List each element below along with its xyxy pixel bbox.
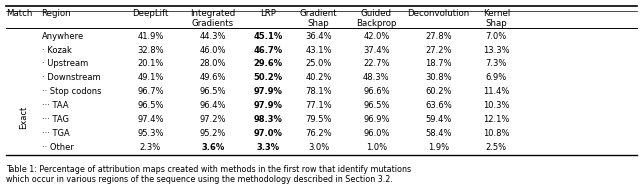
Text: ·· Stop codons: ·· Stop codons: [42, 87, 101, 96]
Text: 96.7%: 96.7%: [137, 87, 164, 96]
Text: 98.3%: 98.3%: [253, 115, 283, 124]
Text: 79.5%: 79.5%: [305, 115, 332, 124]
Text: 30.8%: 30.8%: [426, 73, 452, 82]
Text: DeepLift: DeepLift: [132, 9, 168, 18]
Text: ··· TAG: ··· TAG: [42, 115, 68, 124]
Text: 43.1%: 43.1%: [305, 45, 332, 54]
Text: 49.6%: 49.6%: [200, 73, 226, 82]
Text: 59.4%: 59.4%: [426, 115, 452, 124]
Text: Match: Match: [6, 9, 33, 18]
Text: 96.5%: 96.5%: [363, 101, 390, 110]
Text: · Kozak: · Kozak: [42, 45, 72, 54]
Text: ··· TAA: ··· TAA: [42, 101, 68, 110]
Text: 40.2%: 40.2%: [305, 73, 332, 82]
Text: 20.1%: 20.1%: [137, 59, 164, 68]
Text: 28.0%: 28.0%: [200, 59, 226, 68]
Text: 3.6%: 3.6%: [201, 143, 225, 152]
Text: 95.3%: 95.3%: [137, 129, 164, 138]
Text: 97.4%: 97.4%: [137, 115, 164, 124]
Text: 46.0%: 46.0%: [200, 45, 226, 54]
Text: 63.6%: 63.6%: [426, 101, 452, 110]
Text: ·· Other: ·· Other: [42, 143, 74, 152]
Text: 96.0%: 96.0%: [363, 129, 390, 138]
Text: 7.3%: 7.3%: [486, 59, 507, 68]
Text: 10.3%: 10.3%: [483, 101, 509, 110]
Text: 13.3%: 13.3%: [483, 45, 509, 54]
Text: Guided
Backprop: Guided Backprop: [356, 9, 397, 28]
Text: Integrated
Gradients: Integrated Gradients: [190, 9, 236, 28]
Text: 97.9%: 97.9%: [253, 87, 283, 96]
Text: 44.3%: 44.3%: [200, 32, 226, 40]
Text: Table 1: Percentage of attribution maps created with methods in the first row th: Table 1: Percentage of attribution maps …: [6, 165, 412, 184]
Text: 37.4%: 37.4%: [363, 45, 390, 54]
Text: 78.1%: 78.1%: [305, 87, 332, 96]
Text: 1.0%: 1.0%: [365, 143, 387, 152]
Text: 48.3%: 48.3%: [363, 73, 390, 82]
Text: ··· TGA: ··· TGA: [42, 129, 69, 138]
Text: 96.9%: 96.9%: [363, 115, 390, 124]
Text: 27.2%: 27.2%: [426, 45, 452, 54]
Text: 97.9%: 97.9%: [253, 101, 283, 110]
Text: 58.4%: 58.4%: [426, 129, 452, 138]
Text: 2.3%: 2.3%: [140, 143, 161, 152]
Text: 96.5%: 96.5%: [200, 87, 226, 96]
Text: LRP: LRP: [260, 9, 276, 18]
Text: 6.9%: 6.9%: [486, 73, 507, 82]
Text: 7.0%: 7.0%: [486, 32, 507, 40]
Text: 3.0%: 3.0%: [308, 143, 330, 152]
Text: 12.1%: 12.1%: [483, 115, 509, 124]
Text: Kernel
Shap: Kernel Shap: [483, 9, 510, 28]
Text: 25.0%: 25.0%: [305, 59, 332, 68]
Text: 95.2%: 95.2%: [200, 129, 226, 138]
Text: 60.2%: 60.2%: [426, 87, 452, 96]
Text: 27.8%: 27.8%: [426, 32, 452, 40]
Text: Deconvolution: Deconvolution: [408, 9, 470, 18]
Text: 3.3%: 3.3%: [257, 143, 280, 152]
Text: Anywhere: Anywhere: [42, 32, 84, 40]
Text: Exact: Exact: [19, 105, 29, 129]
Text: 42.0%: 42.0%: [363, 32, 390, 40]
Text: 49.1%: 49.1%: [137, 73, 164, 82]
Text: 36.4%: 36.4%: [305, 32, 332, 40]
Text: 96.4%: 96.4%: [200, 101, 226, 110]
Text: · Upstream: · Upstream: [42, 59, 88, 68]
Text: 41.9%: 41.9%: [137, 32, 164, 40]
Text: 50.2%: 50.2%: [253, 73, 283, 82]
Text: 11.4%: 11.4%: [483, 87, 509, 96]
Text: 32.8%: 32.8%: [137, 45, 164, 54]
Text: 22.7%: 22.7%: [363, 59, 390, 68]
Text: 18.7%: 18.7%: [426, 59, 452, 68]
Text: Region: Region: [42, 9, 71, 18]
Text: 46.7%: 46.7%: [253, 45, 283, 54]
Text: 29.6%: 29.6%: [253, 59, 283, 68]
Text: 97.2%: 97.2%: [200, 115, 226, 124]
Text: Gradient
Shap: Gradient Shap: [300, 9, 337, 28]
Text: · Downstream: · Downstream: [42, 73, 100, 82]
Text: 45.1%: 45.1%: [253, 32, 283, 40]
Text: 2.5%: 2.5%: [486, 143, 507, 152]
Text: 96.6%: 96.6%: [363, 87, 390, 96]
Text: 97.0%: 97.0%: [253, 129, 283, 138]
Text: 96.5%: 96.5%: [137, 101, 164, 110]
Text: 1.9%: 1.9%: [428, 143, 449, 152]
Text: 76.2%: 76.2%: [305, 129, 332, 138]
Text: 77.1%: 77.1%: [305, 101, 332, 110]
Text: 10.8%: 10.8%: [483, 129, 509, 138]
